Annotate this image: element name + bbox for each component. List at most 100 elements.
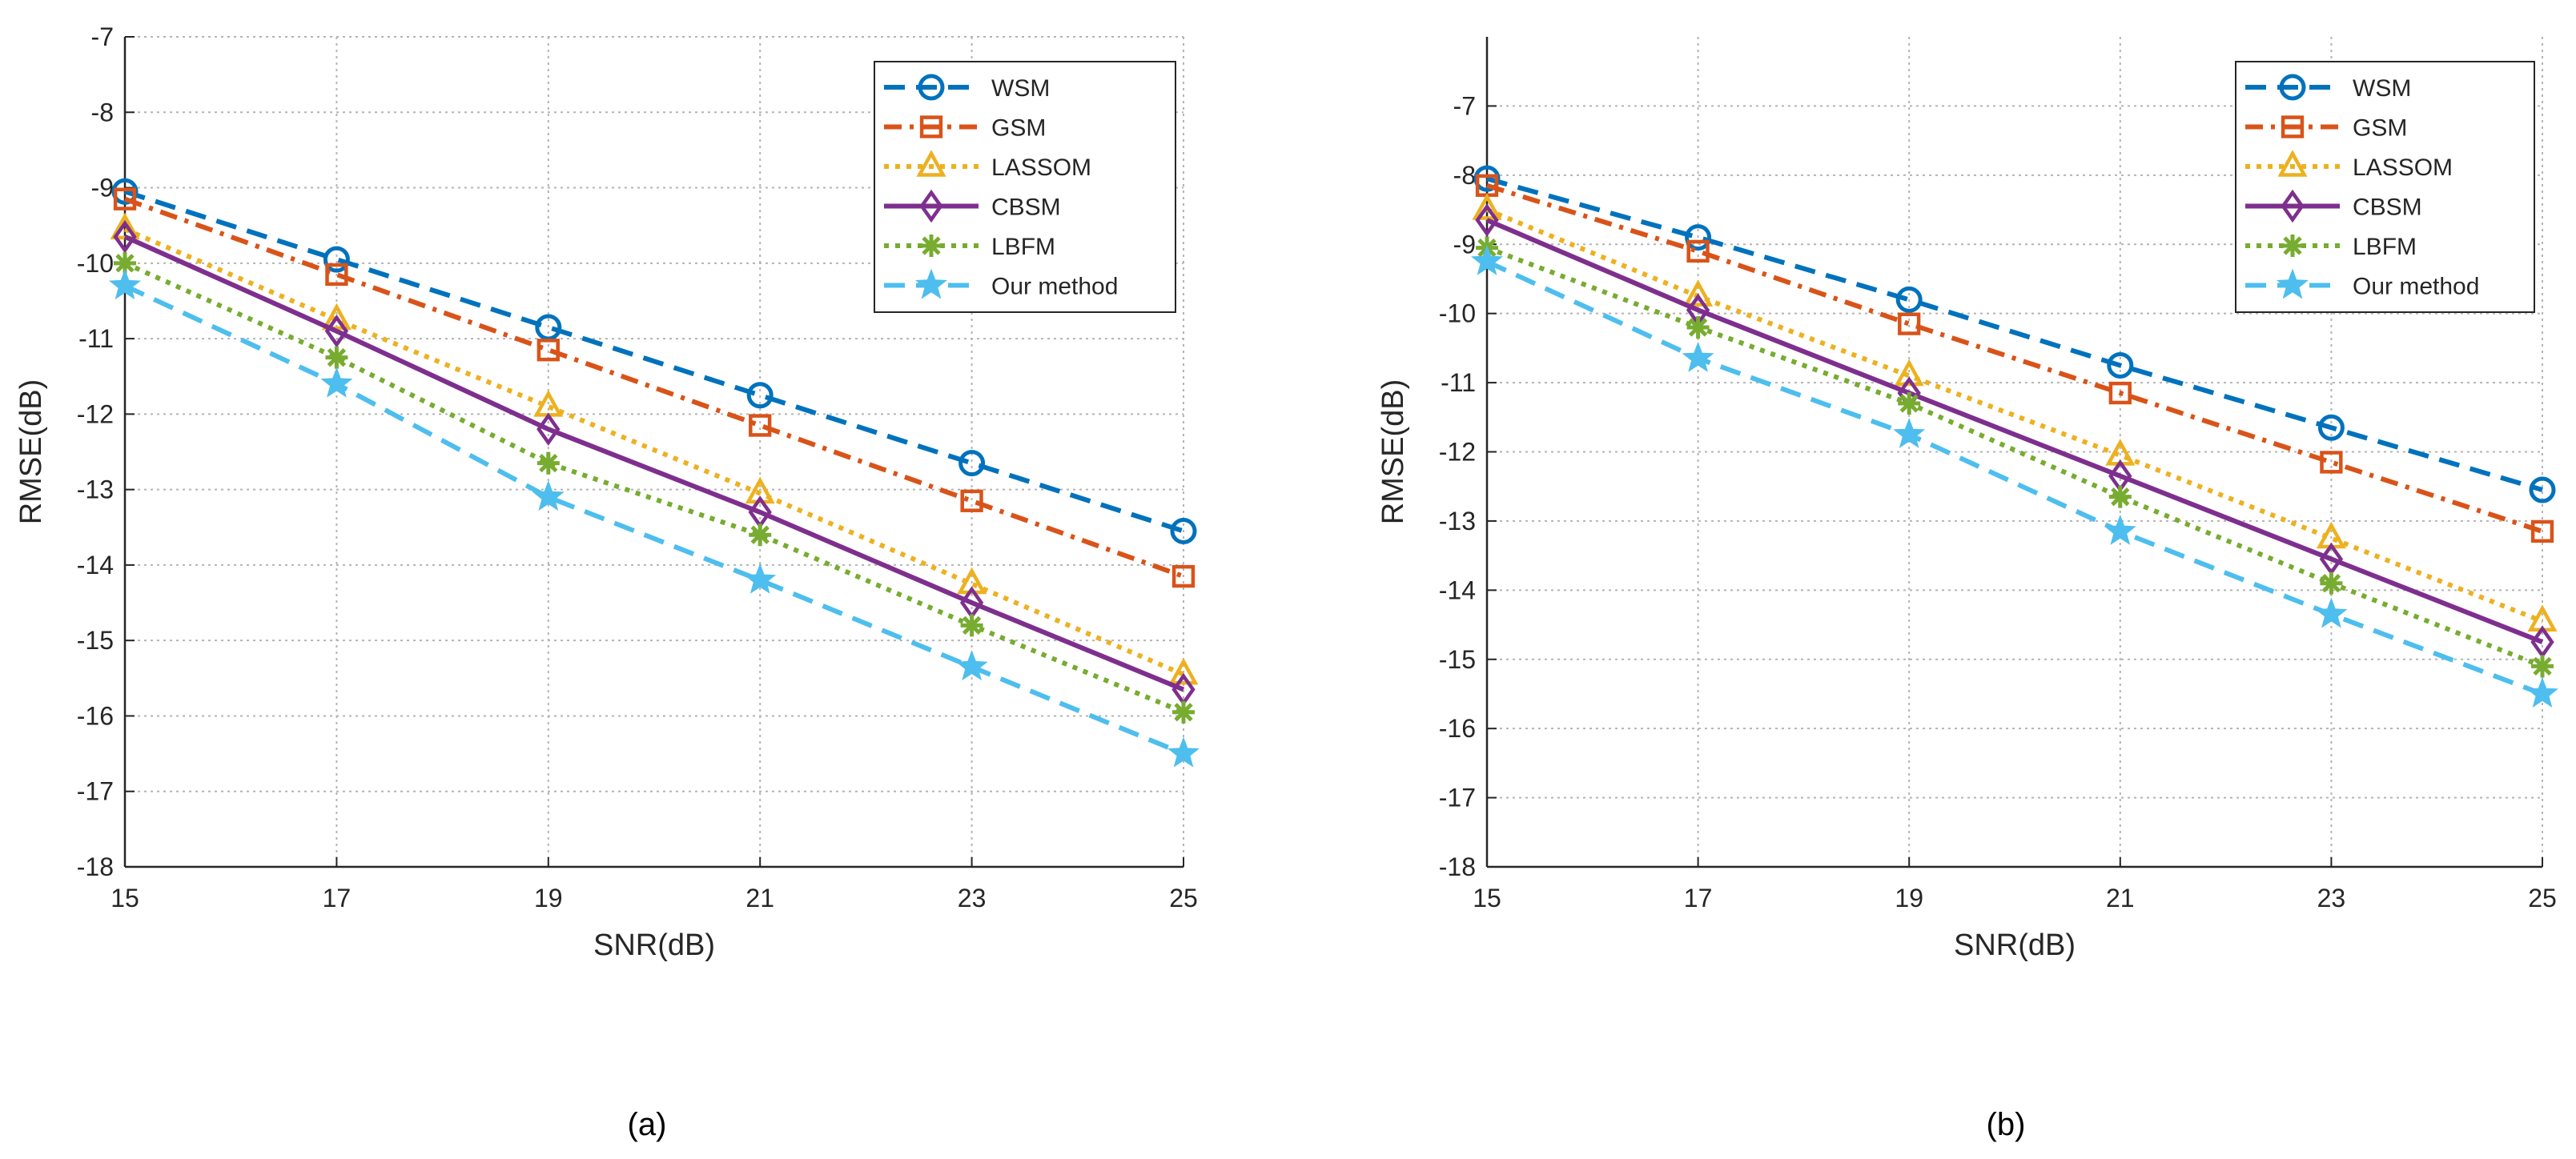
legend-label: Our method [2353,274,2479,300]
legend-item: GSM [884,115,1046,142]
y-tick-label: -18 [77,852,114,881]
data-point [2317,414,2345,441]
series-lbfm [114,251,1195,724]
data-point [113,220,137,254]
figure-caption: (b) [1987,1107,2026,1142]
y-tick-label: -10 [1439,299,1476,328]
data-point [2104,514,2136,545]
data-point [1898,312,1921,335]
data-point [325,263,348,287]
data-point [746,382,774,409]
data-point [1475,203,1499,237]
y-tick-label: -13 [1439,507,1476,535]
legend-item: Our method [884,268,1118,300]
y-tick-label: -11 [1441,368,1476,397]
data-point [955,650,988,681]
legend-label: GSM [2353,115,2407,142]
data-point [1472,193,1502,220]
series-gsm [1475,174,2554,543]
y-axis-label: RMSE(dB) [1376,379,1410,525]
data-point [2531,655,2554,678]
legend-label: CBSM [2353,195,2422,221]
legend-item: LBFM [2245,234,2417,260]
series-gsm [113,187,1196,588]
y-tick-label: -16 [77,701,114,730]
legend-label: LASSOM [2353,154,2453,181]
data-point [1171,564,1196,588]
legend-marker [2279,74,2306,101]
figure-caption: (a) [628,1107,667,1142]
series-lbfm [1476,236,2554,678]
x-tick-label: 19 [534,884,563,912]
chart-panel-b: 15 17 19 21 23 25 -7 -8 -9 -10 -11 -12 -13 -14 -15 -16 -… [1376,37,2558,1142]
data-point [749,523,772,547]
data-point [1168,657,1199,685]
x-tick-label: 19 [1895,884,1923,912]
x-tick-label: 23 [958,884,987,912]
legend-label: WSM [2353,75,2411,102]
series-line [1485,207,2544,624]
x-tick-label: 25 [2528,884,2557,912]
x-tick-label: 17 [323,884,352,912]
legend-item: CBSM [2245,189,2422,223]
data-point [536,412,561,446]
legend-marker [919,115,943,138]
series-line [124,189,1184,534]
data-point [744,563,777,594]
data-point [1898,392,1921,415]
legend-label: CBSM [991,195,1061,221]
legend-item: LBFM [884,234,1055,260]
data-point [1167,736,1200,768]
series-line [123,261,1185,715]
x-tick-label: 15 [111,884,139,912]
y-tick-label: -15 [1439,645,1476,674]
series-our-method [109,269,1200,768]
legend-label: LASSOM [991,154,1091,181]
legend-label: Our method [991,274,1118,300]
data-point [1471,244,1503,275]
legend-marker [2277,150,2308,177]
data-point [2108,485,2132,508]
data-point [1685,224,1712,251]
chart-panel-a: 15 17 19 21 23 25 -7 -8 -9 -10 -11 -12 -13 -14 -15 -16 -… [14,22,1200,1142]
y-tick-label: -18 [1439,852,1476,881]
legend-marker [920,235,942,257]
data-point [2320,451,2343,474]
data-point [321,303,352,331]
legend-label: LBFM [2353,234,2417,260]
data-point [532,480,565,511]
data-point [958,450,986,477]
data-point [960,489,983,512]
data-point [1686,239,1710,263]
x-tick-label: 17 [1684,884,1713,912]
legend-item: WSM [2245,74,2411,102]
data-point [1172,700,1195,724]
x-tick-label: 23 [2317,884,2346,912]
legend-marker [2281,235,2304,257]
legend-label: LBFM [991,234,1055,260]
legend: WSM GSM LASSOM CBSM LBFM Our method [2235,61,2535,313]
y-tick-label: -12 [77,399,114,428]
y-tick-label: -8 [91,98,114,126]
data-point [2526,676,2558,708]
legend-marker [918,74,945,101]
data-point [1895,286,1923,313]
data-point [320,367,353,398]
data-point [536,339,560,362]
x-tick-label: 21 [2106,884,2135,912]
data-point [1894,359,1924,387]
data-point [2108,381,2132,405]
data-point [323,246,350,273]
y-tick-label: -7 [91,22,114,51]
data-point [2530,519,2554,543]
x-tick-label: 25 [1169,884,1198,912]
legend-marker [2281,115,2305,138]
y-axis-label: RMSE(dB) [14,379,48,525]
y-tick-label: -9 [91,174,114,203]
y-tick-label: -15 [77,626,114,655]
y-tick-label: -17 [1439,784,1476,812]
legend-marker [915,268,947,299]
legend-label: WSM [991,75,1050,102]
series-our-method [1471,244,2558,708]
